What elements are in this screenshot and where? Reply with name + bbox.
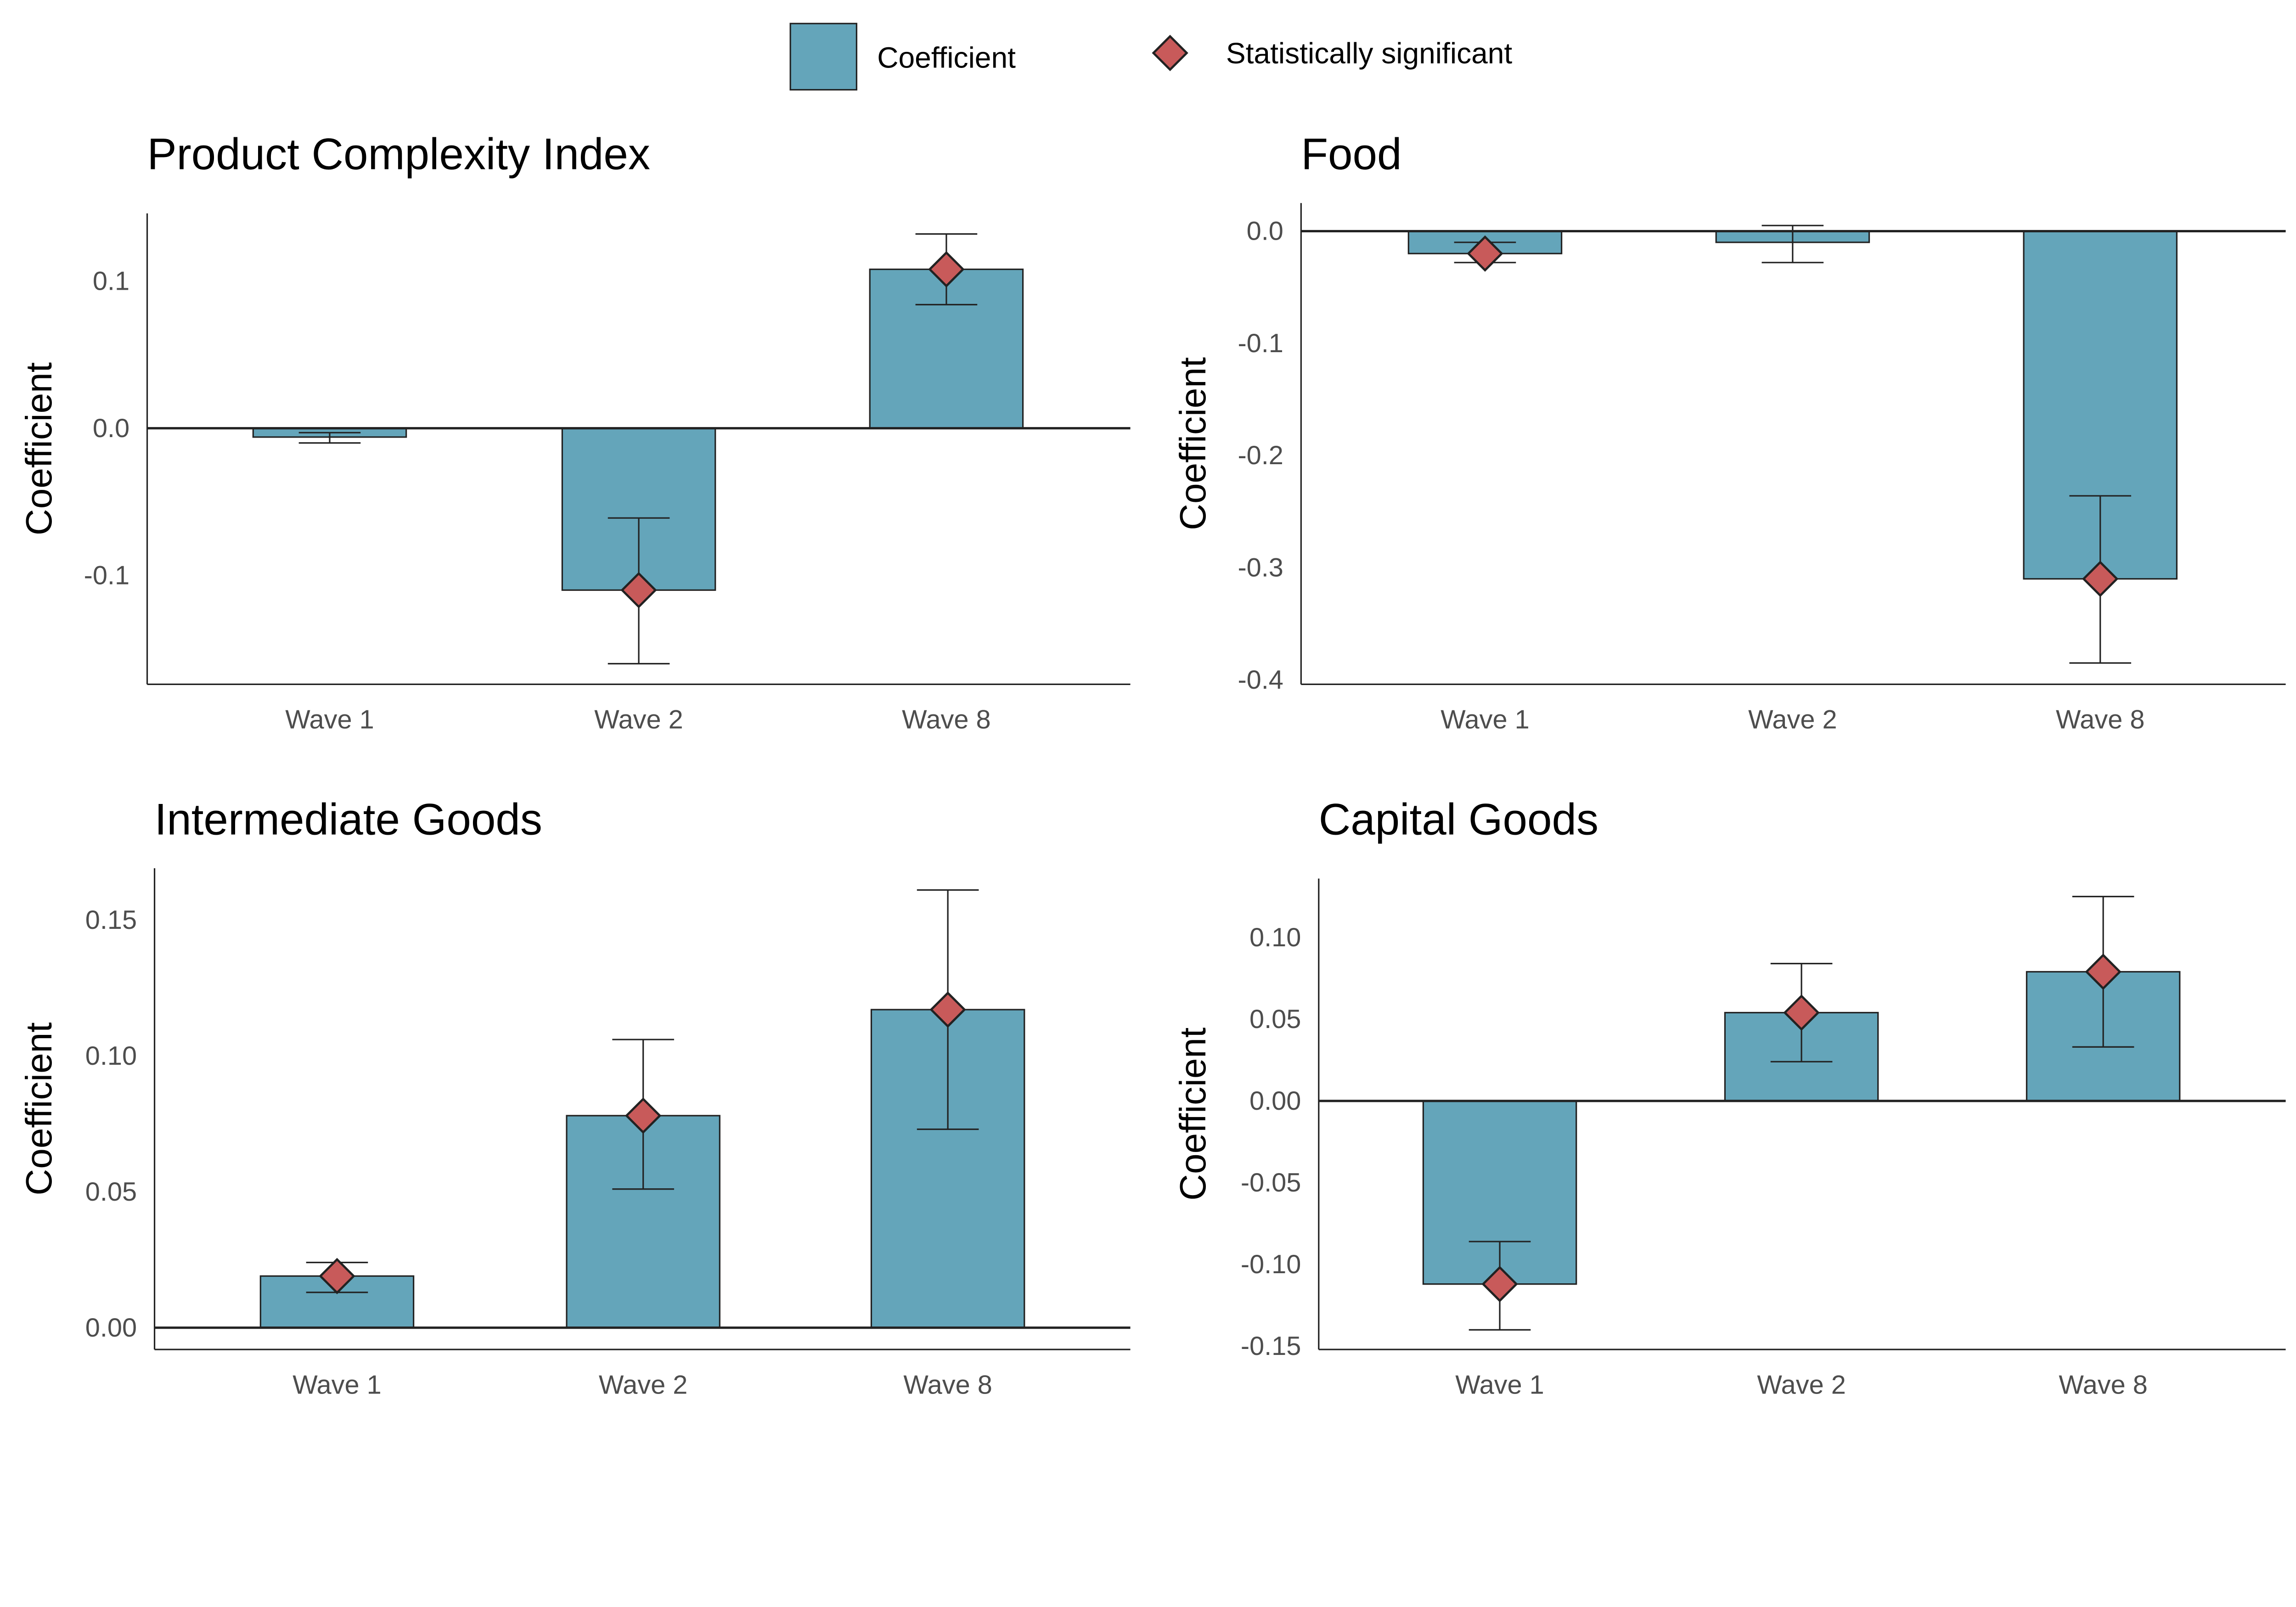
y-tick-label: 0.1 bbox=[93, 266, 129, 296]
y-axis-label: Coefficient bbox=[1172, 1028, 1213, 1201]
y-tick-label: -0.1 bbox=[1238, 329, 1283, 358]
x-tick-label: Wave 2 bbox=[599, 1370, 687, 1399]
y-tick-label: -0.15 bbox=[1241, 1332, 1301, 1361]
significance-diamond bbox=[1783, 994, 1820, 1031]
x-tick-label: Wave 2 bbox=[594, 705, 683, 735]
y-axis-label: Coefficient bbox=[1172, 357, 1213, 530]
y-tick-label: -0.3 bbox=[1238, 553, 1283, 583]
y-tick-label: -0.1 bbox=[84, 561, 129, 590]
legend-coefficient-label: Coefficient bbox=[877, 41, 1016, 74]
y-tick-label: 0.10 bbox=[85, 1041, 137, 1071]
x-tick-label: Wave 2 bbox=[1748, 705, 1837, 735]
x-tick-label: Wave 8 bbox=[2056, 705, 2144, 735]
legend-significant-label: Statistically significant bbox=[1226, 37, 1513, 70]
y-tick-label: 0.10 bbox=[1249, 923, 1301, 952]
legend: Coefficient Statistically significant bbox=[789, 22, 1513, 91]
legend-significant-diamond bbox=[1152, 34, 1188, 72]
x-tick-label: Wave 8 bbox=[903, 1370, 992, 1399]
legend-coefficient-swatch bbox=[789, 22, 857, 91]
significance-diamond bbox=[1481, 1265, 1518, 1303]
panel-title: Food bbox=[1301, 130, 1401, 179]
panel-4: Capital Goods Coefficient 0.10 0.05 0.00 -0.0… bbox=[1172, 795, 2286, 1399]
y-tick-label: 0.05 bbox=[85, 1177, 137, 1207]
figure: Coefficient Statistically significant Pr… bbox=[18, 22, 2286, 1399]
significance-diamond bbox=[620, 572, 657, 608]
significance-diamond bbox=[2085, 953, 2122, 990]
panel-1: Product Complexity Index Coefficient 0.1 0.… bbox=[18, 130, 1131, 735]
panel-title: Intermediate Goods bbox=[155, 795, 542, 844]
significance-diamond bbox=[1467, 235, 1503, 272]
panels: Product Complexity Index Coefficient 0.1 0.… bbox=[18, 130, 2286, 1399]
y-tick-label: -0.4 bbox=[1238, 665, 1283, 695]
y-tick-label: 0.0 bbox=[93, 414, 129, 443]
panel-3: Intermediate Goods Coefficient 0.15 0.10 0.0… bbox=[18, 795, 1131, 1399]
y-axis-label: Coefficient bbox=[18, 1023, 59, 1196]
significance-diamond bbox=[928, 251, 965, 288]
y-tick-label: 0.15 bbox=[85, 905, 137, 935]
panel-title: Product Complexity Index bbox=[147, 130, 650, 179]
panel-title: Capital Goods bbox=[1319, 795, 1598, 844]
y-tick-label: 0.05 bbox=[1249, 1005, 1301, 1034]
panel-2: Food Coefficient 0.0 -0.1 -0.2 -0.3 -0.4 Wave 1… bbox=[1172, 130, 2286, 735]
x-tick-label: Wave 8 bbox=[902, 705, 990, 735]
y-tick-label: 0.00 bbox=[85, 1313, 137, 1343]
significance-diamond bbox=[2082, 561, 2119, 597]
y-axis-label: Coefficient bbox=[18, 362, 59, 535]
y-tick-label: 0.00 bbox=[1249, 1086, 1301, 1116]
y-tick-label: -0.10 bbox=[1241, 1250, 1301, 1279]
x-tick-label: Wave 1 bbox=[1441, 705, 1529, 735]
x-tick-label: Wave 1 bbox=[293, 1370, 381, 1399]
y-tick-label: 0.0 bbox=[1247, 217, 1283, 246]
y-tick-label: -0.2 bbox=[1238, 441, 1283, 470]
y-tick-label: -0.05 bbox=[1241, 1168, 1301, 1197]
significance-diamond bbox=[319, 1258, 355, 1294]
x-tick-label: Wave 2 bbox=[1757, 1370, 1846, 1399]
significance-diamond bbox=[929, 991, 966, 1028]
significance-diamond bbox=[625, 1097, 662, 1134]
x-tick-label: Wave 1 bbox=[285, 705, 374, 735]
x-tick-label: Wave 1 bbox=[1455, 1370, 1544, 1399]
x-tick-label: Wave 8 bbox=[2059, 1370, 2147, 1399]
